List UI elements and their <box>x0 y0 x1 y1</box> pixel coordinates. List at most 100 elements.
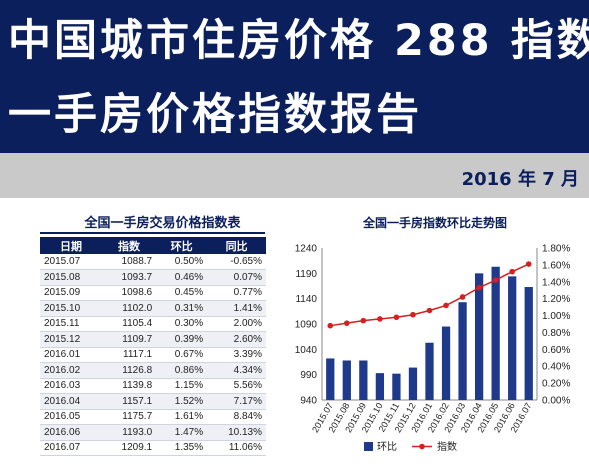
y-right-tick-label: 1.80% <box>542 244 570 255</box>
bar <box>474 273 484 400</box>
bar <box>458 302 467 400</box>
y-left-tick-label: 1240 <box>295 244 318 255</box>
mom-cell: 1.15% <box>156 378 208 394</box>
bar <box>392 373 401 400</box>
date-cell: 2016.04 <box>40 393 102 410</box>
yoy-cell: 11.06% <box>207 440 266 456</box>
line-point <box>443 302 449 309</box>
title-line-1: 中国城市住房价格 288 指数 <box>8 16 589 66</box>
yoy-cell: 1.41% <box>207 300 266 317</box>
table-title-underline <box>40 232 265 234</box>
line-point <box>426 307 433 314</box>
title-line-2: 一手房价格指数报告 <box>8 90 422 140</box>
y-right-tick-label: 1.60% <box>542 260 570 271</box>
y-left-tick-label: 940 <box>300 396 317 407</box>
mom-cell: 0.45% <box>156 285 208 301</box>
line-point <box>410 311 416 318</box>
index-cell: 1209.1 <box>101 440 157 456</box>
line-point <box>360 317 367 324</box>
legend-line-label: 指数 <box>437 440 457 453</box>
y-right-tick-label: 0.00% <box>542 396 570 407</box>
legend-bar-swatch <box>364 442 373 451</box>
y-left-tick-label: 990 <box>300 370 317 381</box>
index-cell: 1105.4 <box>101 316 157 332</box>
table-title: 全国一手房交易价格指数表 <box>84 216 241 231</box>
date-cell: 2015.11 <box>40 316 102 332</box>
yoy-cell: -0.65% <box>207 254 266 270</box>
index-cell: 1098.6 <box>101 285 157 301</box>
table-row: 2016.03 1139.8 1.15% 5.56% <box>40 378 266 394</box>
date-cell: 2016.02 <box>40 362 102 379</box>
y-right-tick-label: 1.20% <box>542 294 570 305</box>
table-row: 2015.11 1105.4 0.30% 2.00% <box>40 316 266 332</box>
index-cell: 1102.0 <box>101 300 157 317</box>
line-point <box>476 284 482 291</box>
date-bar: 2016 年 7 月 <box>0 153 589 198</box>
table-header-row: 日期 指数 环比 同比 <box>40 237 266 254</box>
col-header-index: 指数 <box>101 237 157 254</box>
date-cell: 2016.03 <box>40 378 102 394</box>
mom-cell: 0.31% <box>156 300 208 317</box>
y-right-tick-label: 1.40% <box>542 277 570 288</box>
date-cell: 2015.10 <box>40 300 102 317</box>
mom-cell: 1.52% <box>156 393 208 410</box>
yoy-cell: 3.39% <box>207 347 266 363</box>
col-header-mom: 环比 <box>156 237 208 254</box>
date-cell: 2015.08 <box>40 269 102 286</box>
legend-bar-label: 环比 <box>377 441 397 453</box>
yoy-cell: 2.00% <box>207 316 266 332</box>
yoy-cell: 5.56% <box>207 378 266 394</box>
bar <box>342 360 351 400</box>
y-left-tick-label: 1190 <box>295 269 317 280</box>
mom-cell: 1.35% <box>156 440 208 456</box>
bar <box>359 360 368 400</box>
yoy-cell: 2.60% <box>207 331 266 348</box>
date-cell: 2015.09 <box>40 285 102 301</box>
col-header-yoy: 同比 <box>207 237 266 254</box>
header-banner: 中国城市住房价格 288 指数 一手房价格指数报告 <box>0 0 589 153</box>
table-row: 2016.05 1175.7 1.61% 8.84% <box>40 409 266 425</box>
table-row: 2016.06 1193.0 1.47% 10.13% <box>40 424 266 441</box>
date-cell: 2015.12 <box>40 331 102 348</box>
mom-cell: 1.47% <box>156 424 208 441</box>
index-cell: 1117.1 <box>101 347 157 363</box>
yoy-cell: 7.17% <box>207 393 266 410</box>
trend-chart: 940 990 1040 1090 1140 1190 1240 0.00% 0.20% 0.40… <box>295 244 571 454</box>
legend-line-marker <box>419 443 425 450</box>
date-cell: 2016.05 <box>40 409 102 425</box>
report-date: 2016 年 7 月 <box>461 169 579 190</box>
yoy-cell: 0.07% <box>207 269 266 286</box>
y-right-tick-label: 1.00% <box>542 311 570 322</box>
yoy-cell: 0.77% <box>207 285 266 301</box>
yoy-cell: 4.34% <box>207 362 266 379</box>
table-row: 2016.02 1126.8 0.86% 4.34% <box>40 362 266 379</box>
index-cell: 1157.1 <box>101 393 157 410</box>
y-right-tick-label: 0.40% <box>542 362 570 373</box>
line-point <box>525 261 532 267</box>
table-row: 2015.07 1088.7 0.50% -0.65% <box>40 254 266 270</box>
yoy-cell: 8.84% <box>207 409 266 425</box>
mom-cell: 1.61% <box>156 409 208 425</box>
mom-cell: 0.86% <box>156 362 208 379</box>
line-point <box>492 277 499 283</box>
index-cell: 1193.0 <box>101 424 157 441</box>
mom-cell: 0.30% <box>156 316 208 332</box>
index-cell: 1093.7 <box>101 269 157 286</box>
y-right-tick-label: 0.80% <box>542 328 570 339</box>
bar <box>326 358 335 400</box>
table-row: 2015.08 1093.7 0.46% 0.07% <box>40 269 266 286</box>
mom-cell: 0.50% <box>156 254 208 270</box>
index-cell: 1126.8 <box>101 362 157 379</box>
index-cell: 1175.7 <box>101 409 157 425</box>
line-point <box>344 320 350 326</box>
y-left-tick-label: 1040 <box>295 345 318 356</box>
date-cell: 2016.07 <box>40 440 102 456</box>
index-cell: 1109.7 <box>101 331 157 348</box>
line-point <box>327 322 334 329</box>
table-row: 2016.07 1209.1 1.35% 11.06% <box>40 440 266 456</box>
mom-cell: 0.39% <box>156 331 208 348</box>
mom-cell: 0.67% <box>156 347 208 363</box>
bar <box>491 266 500 400</box>
bar <box>508 276 517 400</box>
index-cell: 1088.7 <box>101 254 157 270</box>
